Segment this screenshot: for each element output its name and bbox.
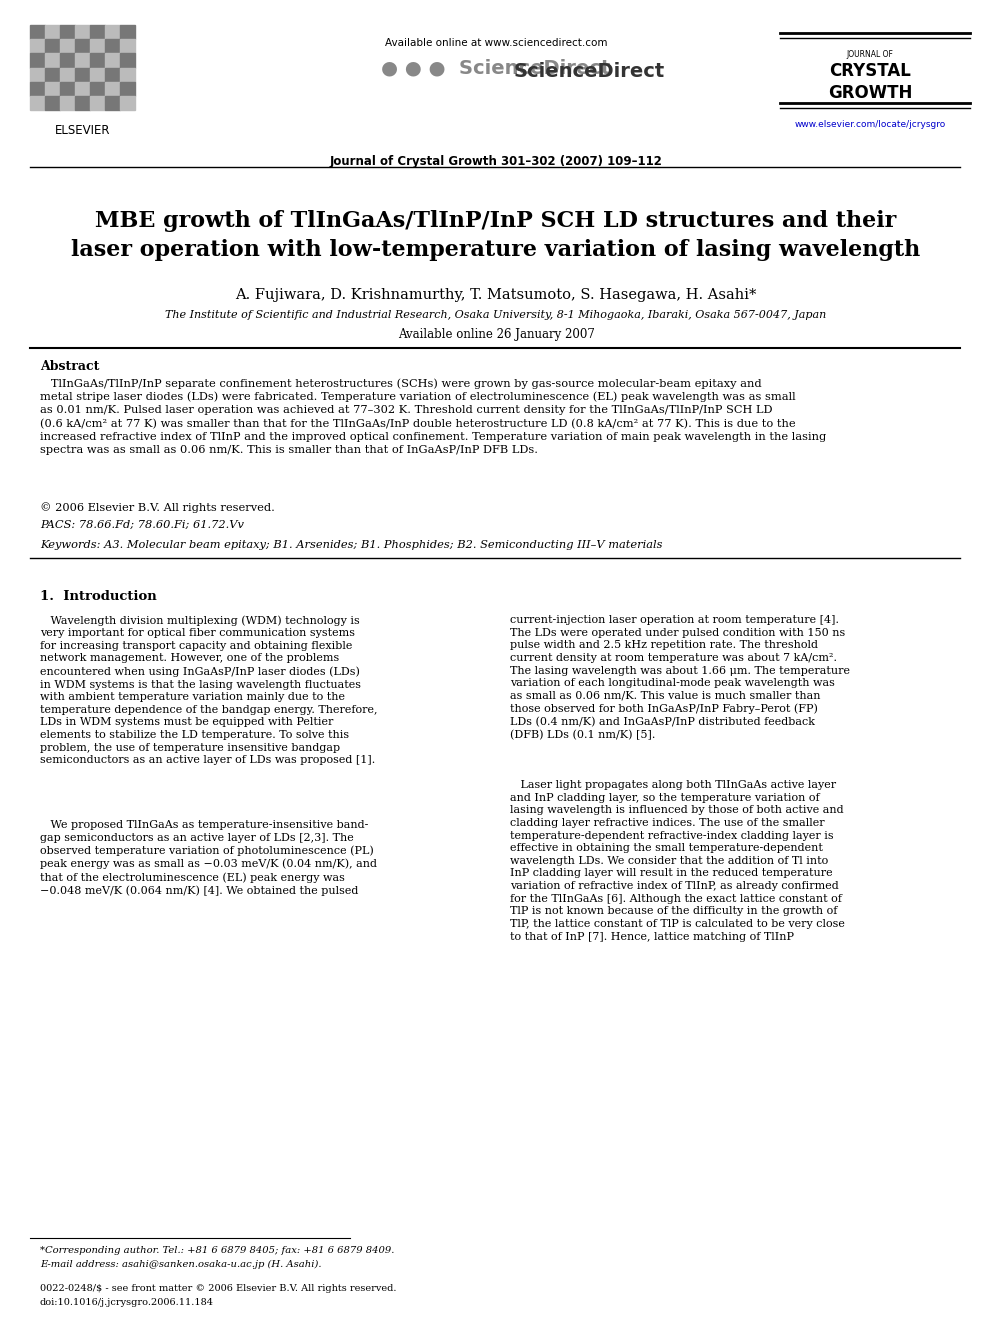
Text: PACS: 78.66.Fd; 78.60.Fi; 61.72.Vv: PACS: 78.66.Fd; 78.60.Fi; 61.72.Vv <box>40 520 244 531</box>
Text: ● ● ●  ScienceDirect: ● ● ● ScienceDirect <box>381 58 611 77</box>
Bar <box>120 82 135 95</box>
Bar <box>120 40 135 53</box>
Bar <box>75 67 90 82</box>
Bar <box>60 82 75 95</box>
Bar <box>105 95 120 110</box>
Text: Abstract: Abstract <box>40 360 99 373</box>
Bar <box>90 67 105 82</box>
Text: ELSEVIER: ELSEVIER <box>55 124 110 138</box>
Bar <box>30 53 45 67</box>
Text: GROWTH: GROWTH <box>827 83 913 102</box>
Bar <box>60 67 75 82</box>
Bar <box>90 95 105 110</box>
Bar <box>45 25 60 40</box>
Bar <box>90 25 105 40</box>
Text: TlInGaAs/TlInP/InP separate confinement heterostructures (SCHs) were grown by ga: TlInGaAs/TlInP/InP separate confinement … <box>40 378 826 455</box>
Text: The Institute of Scientific and Industrial Research, Osaka University, 8-1 Mihog: The Institute of Scientific and Industri… <box>166 310 826 320</box>
Text: E-mail address: asahi@sanken.osaka-u.ac.jp (H. Asahi).: E-mail address: asahi@sanken.osaka-u.ac.… <box>40 1259 321 1269</box>
Text: ScienceDirect: ScienceDirect <box>514 62 666 81</box>
Bar <box>105 25 120 40</box>
Bar <box>60 25 75 40</box>
Bar <box>45 40 60 53</box>
Text: We proposed TlInGaAs as temperature-insensitive band-
gap semiconductors as an a: We proposed TlInGaAs as temperature-inse… <box>40 820 377 896</box>
Bar <box>75 82 90 95</box>
Bar <box>105 53 120 67</box>
Bar <box>75 40 90 53</box>
Text: 0022-0248/$ - see front matter © 2006 Elsevier B.V. All rights reserved.: 0022-0248/$ - see front matter © 2006 El… <box>40 1285 397 1293</box>
Text: *Corresponding author. Tel.: +81 6 6879 8405; fax: +81 6 6879 8409.: *Corresponding author. Tel.: +81 6 6879 … <box>40 1246 395 1256</box>
Text: © 2006 Elsevier B.V. All rights reserved.: © 2006 Elsevier B.V. All rights reserved… <box>40 501 275 513</box>
Bar <box>90 40 105 53</box>
Text: Journal of Crystal Growth 301–302 (2007) 109–112: Journal of Crystal Growth 301–302 (2007)… <box>329 155 663 168</box>
Bar <box>120 95 135 110</box>
Bar <box>105 40 120 53</box>
Text: Keywords: A3. Molecular beam epitaxy; B1. Arsenides; B1. Phosphides; B2. Semicon: Keywords: A3. Molecular beam epitaxy; B1… <box>40 540 663 550</box>
Text: Available online 26 January 2007: Available online 26 January 2007 <box>398 328 594 341</box>
Text: MBE growth of TlInGaAs/TlInP/InP SCH LD structures and their
laser operation wit: MBE growth of TlInGaAs/TlInP/InP SCH LD … <box>71 210 921 261</box>
Bar <box>30 67 45 82</box>
Bar <box>45 95 60 110</box>
Bar <box>90 53 105 67</box>
Bar <box>75 25 90 40</box>
Bar <box>60 40 75 53</box>
Text: 1.  Introduction: 1. Introduction <box>40 590 157 603</box>
Bar <box>60 95 75 110</box>
Text: www.elsevier.com/locate/jcrysgro: www.elsevier.com/locate/jcrysgro <box>795 120 945 130</box>
Bar <box>120 25 135 40</box>
Bar <box>45 53 60 67</box>
Bar <box>30 95 45 110</box>
Bar <box>30 25 45 40</box>
Text: doi:10.1016/j.jcrysgro.2006.11.184: doi:10.1016/j.jcrysgro.2006.11.184 <box>40 1298 214 1307</box>
Bar <box>105 82 120 95</box>
Bar <box>60 53 75 67</box>
Text: current-injection laser operation at room temperature [4].
The LDs were operated: current-injection laser operation at roo… <box>510 615 850 741</box>
Bar <box>30 40 45 53</box>
Bar <box>45 82 60 95</box>
Bar <box>90 82 105 95</box>
Bar <box>45 67 60 82</box>
Bar <box>30 82 45 95</box>
Text: Available online at www.sciencedirect.com: Available online at www.sciencedirect.co… <box>385 38 607 48</box>
Text: CRYSTAL: CRYSTAL <box>829 62 911 79</box>
Text: A. Fujiwara, D. Krishnamurthy, T. Matsumoto, S. Hasegawa, H. Asahi*: A. Fujiwara, D. Krishnamurthy, T. Matsum… <box>235 288 757 302</box>
Text: Laser light propagates along both TlInGaAs active layer
and InP cladding layer, : Laser light propagates along both TlInGa… <box>510 781 845 942</box>
Bar <box>105 67 120 82</box>
Text: JOURNAL OF: JOURNAL OF <box>846 50 894 60</box>
Bar <box>120 67 135 82</box>
Bar <box>75 53 90 67</box>
Text: Wavelength division multiplexing (WDM) technology is
very important for optical : Wavelength division multiplexing (WDM) t… <box>40 615 378 765</box>
Bar <box>120 53 135 67</box>
Bar <box>75 95 90 110</box>
